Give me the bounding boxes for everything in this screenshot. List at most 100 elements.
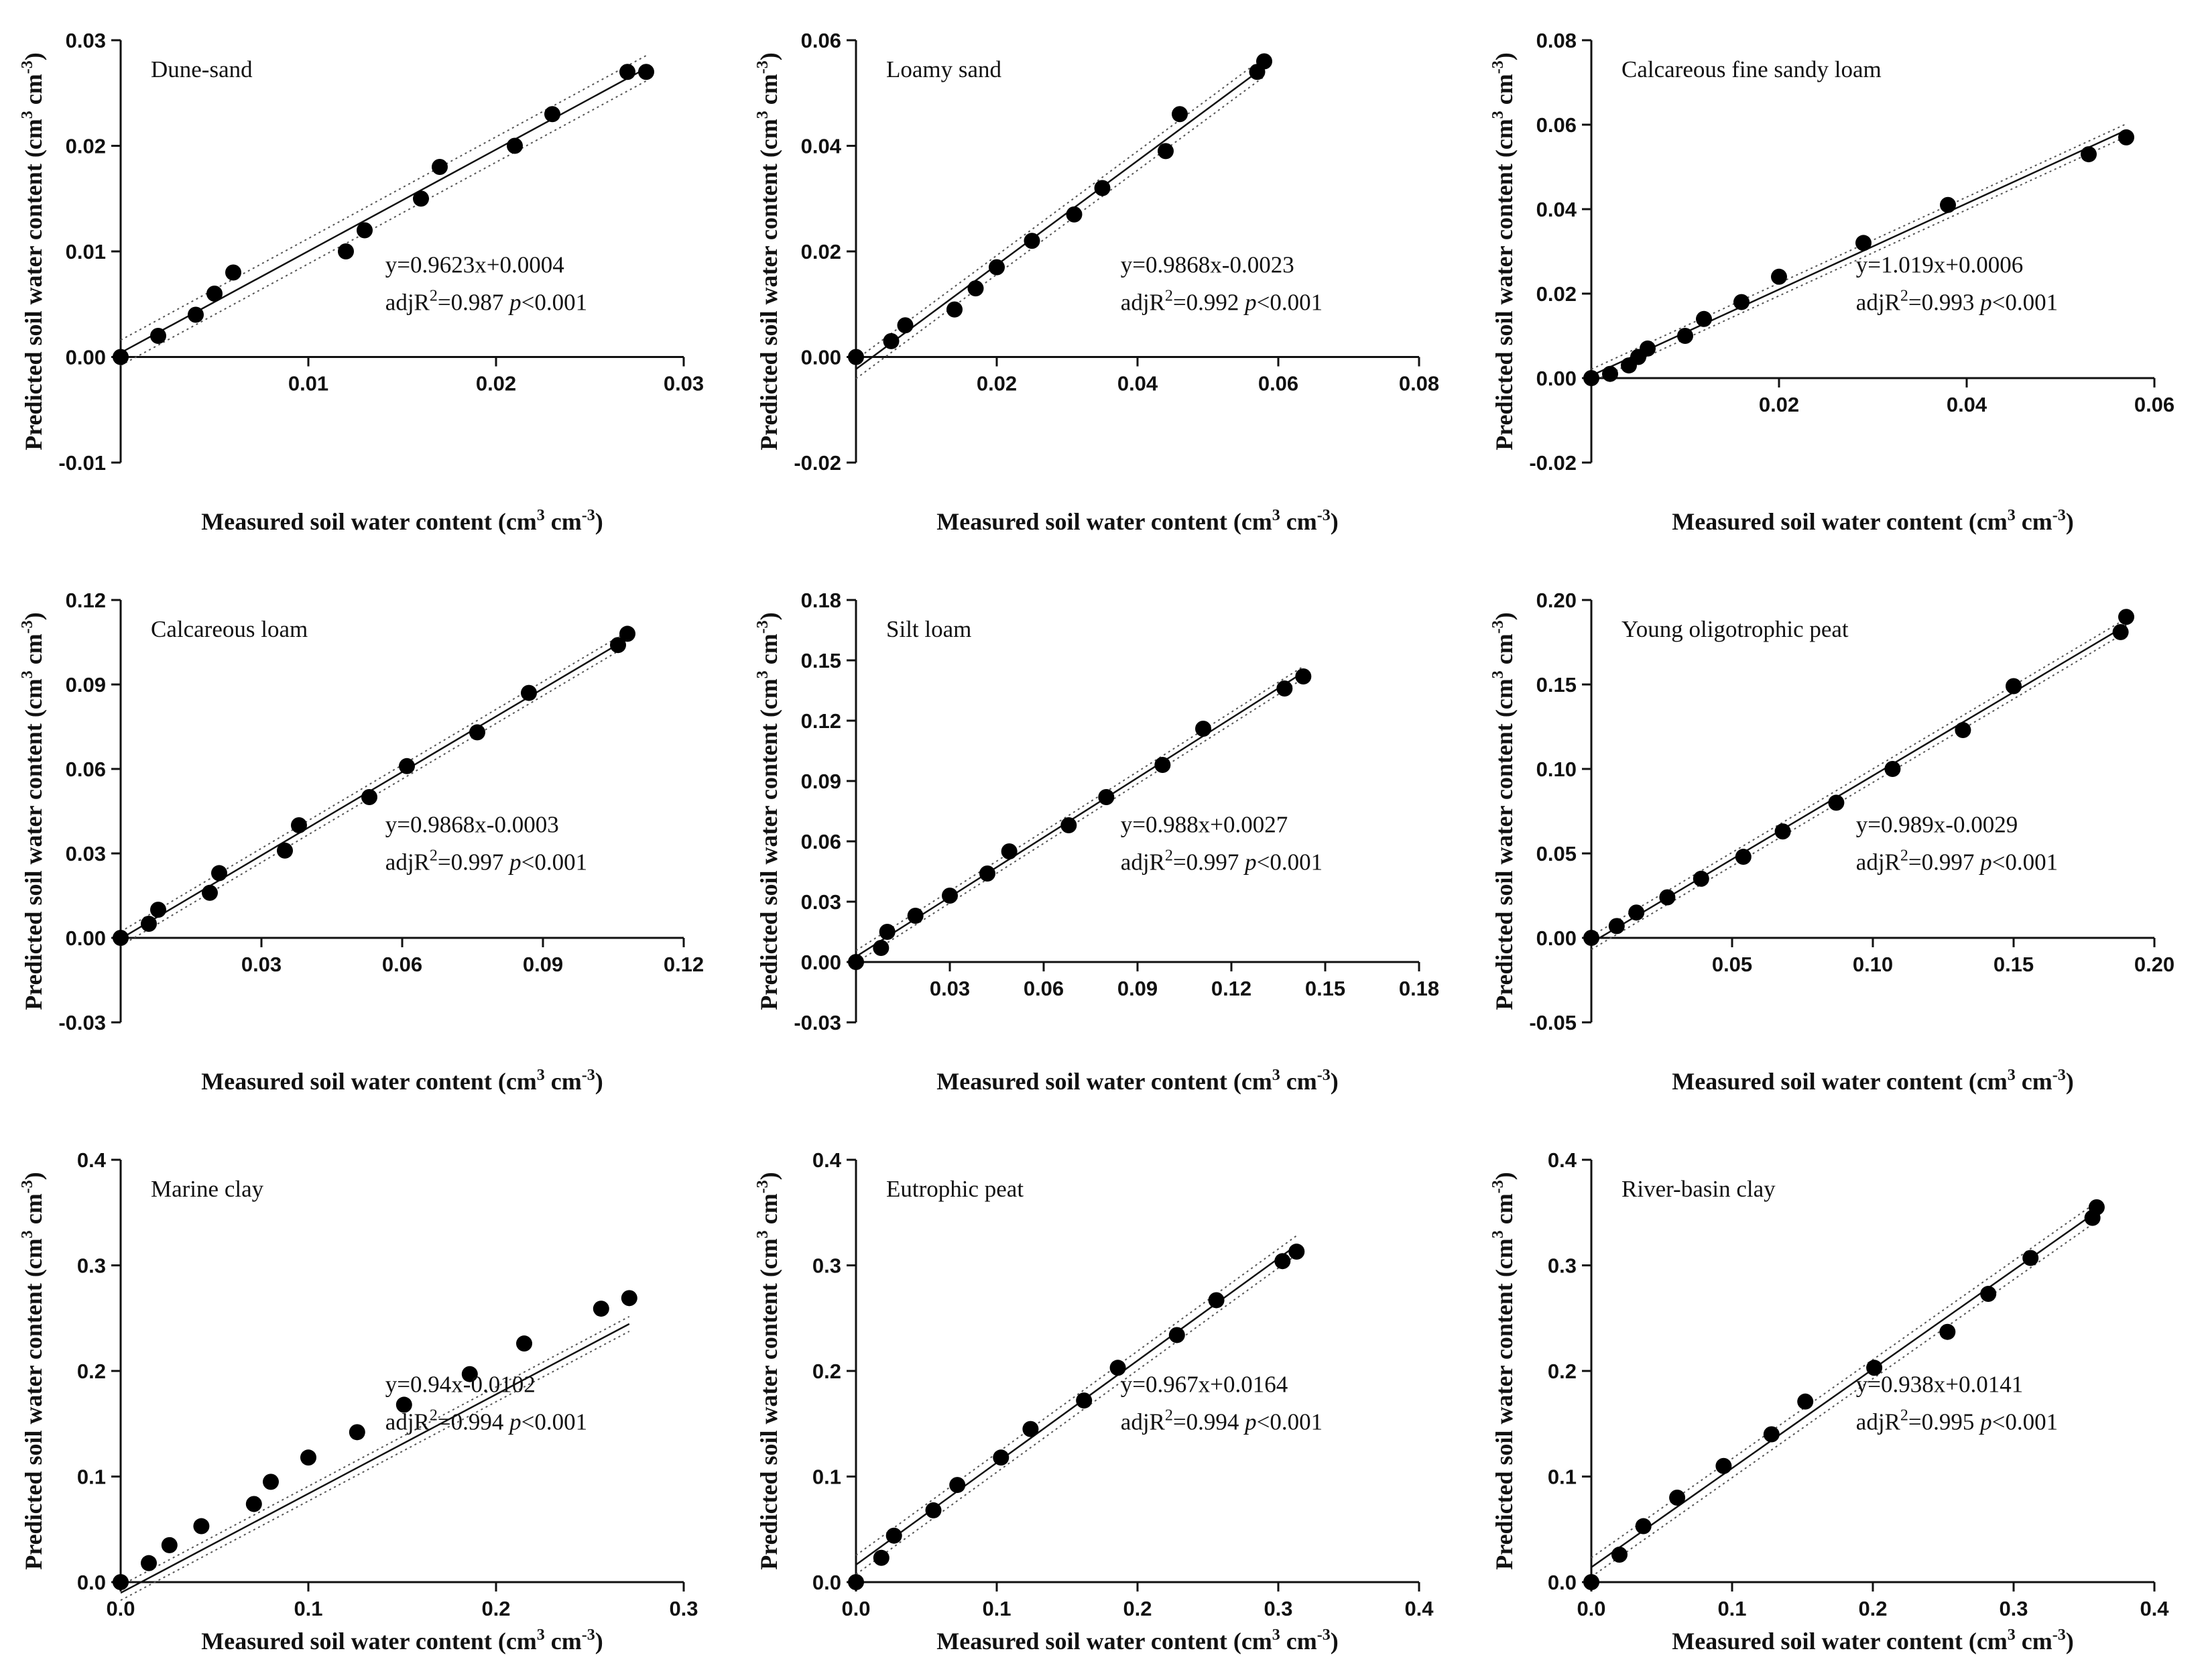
data-point bbox=[1940, 196, 1956, 213]
data-point bbox=[885, 1527, 902, 1544]
fit-statistics: adjR2=0.992 p<0.001 bbox=[1121, 288, 1323, 316]
data-point bbox=[1158, 143, 1174, 160]
x-axis-label: Measured soil water content (cm3 cm-3) bbox=[201, 1067, 603, 1095]
data-point bbox=[2118, 609, 2134, 625]
x-tick-label: 0.4 bbox=[2140, 1597, 2169, 1620]
chart-panel: -0.05 0.00 0.05 0.10 0.15 0.20 0.05 0.10 0.15 0.2… bbox=[1471, 560, 2206, 1120]
x-axis-label: Measured soil water content (cm3 cm-3) bbox=[936, 507, 1339, 535]
data-point bbox=[1866, 1360, 1883, 1376]
data-point bbox=[1693, 870, 1709, 887]
x-tick-label: 0.05 bbox=[1712, 953, 1752, 976]
data-point bbox=[1022, 1421, 1039, 1437]
x-tick-label: 0.09 bbox=[523, 953, 563, 976]
y-axis-label: Predicted soil water content (cm3 cm-3) bbox=[19, 1172, 47, 1570]
regression-equation: y=0.967x+0.0164 bbox=[1121, 1372, 1288, 1398]
data-point bbox=[113, 930, 129, 946]
regression-line bbox=[855, 66, 1265, 370]
data-point bbox=[1066, 206, 1083, 223]
scatter-plot: 0.0 0.1 0.2 0.3 0.4 0.0 0.1 0.2 0.3 Marine clay y=… bbox=[19, 1148, 698, 1655]
x-tick-label: 0.15 bbox=[1305, 977, 1345, 1000]
regression-line bbox=[120, 638, 628, 940]
x-tick-label: 0.1 bbox=[294, 1597, 322, 1620]
confidence-band-line bbox=[855, 76, 1265, 379]
data-point bbox=[873, 1549, 890, 1566]
y-tick-label: 0.00 bbox=[801, 951, 841, 974]
data-point bbox=[925, 1502, 942, 1518]
x-tick-label: 0.18 bbox=[1399, 977, 1439, 1000]
x-tick-label: 0.06 bbox=[1024, 977, 1064, 1000]
x-tick-label: 0.03 bbox=[241, 953, 282, 976]
data-point bbox=[1172, 106, 1188, 123]
y-tick-label: 0.00 bbox=[66, 346, 106, 369]
y-tick-label: 0.3 bbox=[1548, 1254, 1577, 1278]
fit-statistics: adjR2=0.995 p<0.001 bbox=[1856, 1407, 2058, 1435]
y-tick-label: -0.05 bbox=[1529, 1011, 1577, 1034]
regression-line bbox=[120, 1323, 630, 1594]
data-point bbox=[1024, 233, 1040, 249]
data-point bbox=[544, 106, 560, 123]
data-point bbox=[2112, 623, 2129, 640]
data-point bbox=[1855, 235, 1872, 251]
panel-title: Eutrophic peat bbox=[886, 1176, 1024, 1202]
y-tick-label: -0.02 bbox=[794, 451, 841, 475]
data-point bbox=[413, 190, 429, 207]
y-tick-label: 0.00 bbox=[66, 926, 106, 950]
y-tick-label: 0.00 bbox=[801, 346, 841, 369]
data-point bbox=[113, 1574, 129, 1590]
data-point bbox=[150, 328, 166, 344]
fit-statistics: adjR2=0.997 p<0.001 bbox=[385, 847, 587, 876]
y-tick-label: 0.03 bbox=[66, 842, 106, 865]
y-axis-label: Predicted soil water content (cm3 cm-3) bbox=[754, 52, 782, 451]
data-point bbox=[188, 306, 204, 323]
regression-line bbox=[855, 671, 1304, 957]
x-tick-label: 0.3 bbox=[1999, 1597, 2028, 1620]
data-point bbox=[1295, 668, 1312, 684]
y-tick-label: 0.06 bbox=[801, 29, 841, 52]
regression-equation: y=0.988x+0.0027 bbox=[1121, 812, 1288, 838]
x-tick-label: 0.10 bbox=[1853, 953, 1893, 976]
regression-line bbox=[855, 1244, 1298, 1566]
y-tick-label: 0.03 bbox=[801, 890, 841, 914]
x-axis-label: Measured soil water content (cm3 cm-3) bbox=[201, 1626, 603, 1655]
x-tick-label: 0.02 bbox=[1759, 393, 1799, 416]
data-point bbox=[593, 1301, 609, 1317]
data-point bbox=[521, 684, 537, 701]
y-tick-label: 0.04 bbox=[1536, 198, 1577, 221]
data-point bbox=[1288, 1244, 1305, 1260]
data-point bbox=[113, 349, 129, 365]
data-point bbox=[277, 842, 293, 859]
chart-panel: -0.01 0.00 0.01 0.02 0.03 0.01 0.02 0.03 Dune-sa… bbox=[0, 0, 735, 560]
y-tick-label: 0.12 bbox=[66, 589, 106, 612]
y-axis-label: Predicted soil water content (cm3 cm-3) bbox=[754, 1172, 782, 1570]
y-tick-label: 0.2 bbox=[812, 1360, 841, 1383]
x-tick-label: 0.06 bbox=[382, 953, 422, 976]
x-tick-label: 0.02 bbox=[977, 372, 1017, 396]
data-point bbox=[949, 1477, 966, 1494]
x-tick-label: 0.08 bbox=[1399, 372, 1439, 396]
x-tick-label: 0.12 bbox=[664, 953, 704, 976]
x-tick-label: 0.3 bbox=[669, 1597, 698, 1620]
y-tick-label: 0.05 bbox=[1536, 842, 1577, 865]
data-point bbox=[1154, 757, 1171, 773]
data-point bbox=[1640, 340, 1656, 357]
regression-equation: y=0.9868x-0.0003 bbox=[385, 812, 559, 838]
data-point bbox=[1763, 1426, 1780, 1443]
y-tick-label: 0.06 bbox=[66, 758, 106, 781]
data-point bbox=[357, 222, 373, 239]
y-tick-label: 0.15 bbox=[1536, 673, 1577, 697]
data-point bbox=[507, 137, 523, 154]
y-tick-label: 0.02 bbox=[66, 135, 106, 158]
x-axis-label: Measured soil water content (cm3 cm-3) bbox=[201, 507, 603, 535]
data-point bbox=[206, 286, 223, 302]
data-point bbox=[610, 637, 626, 654]
data-point bbox=[1274, 1253, 1291, 1270]
y-tick-label: 0.04 bbox=[801, 135, 842, 158]
data-point bbox=[1208, 1292, 1225, 1309]
data-point bbox=[942, 888, 958, 904]
data-point bbox=[1696, 310, 1712, 327]
y-tick-label: 0.0 bbox=[77, 1571, 106, 1594]
data-point bbox=[211, 865, 227, 882]
fit-statistics: adjR2=0.987 p<0.001 bbox=[385, 288, 587, 316]
x-tick-label: 0.0 bbox=[1577, 1597, 1605, 1620]
panel-title: Calcareous loam bbox=[151, 616, 308, 642]
